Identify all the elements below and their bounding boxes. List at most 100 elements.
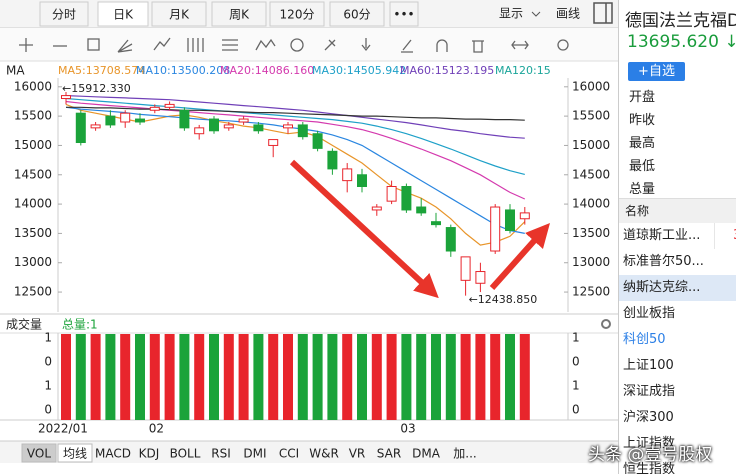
volume-bar — [475, 334, 486, 420]
row-value: 3 — [714, 223, 736, 249]
tab[interactable] — [329, 1, 385, 27]
panel-toggle[interactable] — [593, 2, 613, 24]
indicator-tab[interactable] — [344, 444, 370, 462]
y-tick-label-right: 13500 — [572, 226, 610, 240]
volume-bar — [135, 334, 145, 420]
tab[interactable] — [151, 1, 207, 27]
indicator-tab[interactable] — [446, 444, 484, 462]
index-row[interactable]: 上证指数 — [619, 431, 736, 458]
candle-body — [268, 139, 279, 146]
indicator-tab[interactable] — [372, 444, 406, 462]
tab-label: 日K — [113, 8, 134, 22]
indicator-tab-label: MACD — [95, 447, 131, 461]
indicator-tab-label: 均线 — [63, 447, 87, 461]
ma-legend: MA20:14086.160 — [220, 64, 314, 77]
tab[interactable] — [269, 1, 325, 27]
tab-label: 月K — [169, 8, 190, 22]
indicator-tab[interactable] — [238, 444, 272, 462]
indicator-tab-label: DMI — [243, 447, 266, 461]
volume-bar — [179, 334, 190, 420]
volume-total: 总量:1 — [62, 318, 98, 332]
index-row[interactable]: 道琼斯工业...3 — [619, 223, 736, 250]
volume-tick-label-right: 0 — [572, 403, 580, 417]
candle-body — [490, 206, 501, 252]
volume-bar — [164, 334, 175, 420]
volume-bar — [431, 334, 441, 420]
candle-body — [416, 206, 427, 214]
index-row[interactable]: 沪深300 — [619, 405, 736, 432]
candle-body — [371, 206, 382, 211]
volume-tick-label: 0 — [44, 403, 52, 417]
ma-legend: MA60:15123.195 — [400, 64, 494, 77]
candle-body — [105, 115, 116, 126]
candle-body — [164, 103, 175, 108]
indicator-tab[interactable] — [57, 443, 93, 463]
index-row[interactable]: 创业板指 — [619, 301, 736, 328]
candle-body — [431, 221, 441, 226]
y-tick-label-right: 16000 — [572, 79, 610, 93]
tab[interactable] — [211, 1, 267, 27]
volume-label: 成交量 — [6, 317, 42, 332]
tab-label: 分时 — [52, 8, 76, 22]
ma-line — [66, 106, 525, 121]
volume-tick-label: 1 — [44, 379, 52, 393]
volume-bar — [490, 334, 501, 420]
y-tick-label: 13000 — [14, 255, 52, 269]
volume-tick-label-right: 1 — [572, 331, 580, 345]
indicator-tab[interactable] — [21, 443, 57, 463]
quote-field: 开盘 — [629, 90, 656, 105]
index-row[interactable]: 恒生指数 — [619, 457, 736, 474]
ma-legend: MA30:14505.942 — [312, 64, 406, 77]
index-row[interactable]: 上证100 — [619, 353, 736, 380]
volume-bar — [90, 334, 101, 420]
tab[interactable] — [97, 1, 149, 27]
y-tick-label-right: 15500 — [572, 109, 610, 123]
indicator-tab-label: CCI — [279, 447, 299, 461]
indicator-tab[interactable] — [274, 444, 304, 462]
candle-body — [460, 256, 471, 281]
volume-bar — [283, 334, 293, 420]
index-row[interactable]: 纳斯达克综... — [619, 275, 736, 302]
chart-area: 显示 画线 MA 成交量 总量:1 MA5:13708.574MA10:1350… — [0, 0, 618, 463]
indicator-tab[interactable] — [134, 444, 164, 462]
tab[interactable] — [39, 1, 89, 27]
display-button[interactable]: 显示 — [499, 7, 523, 21]
quote-field: 昨收 — [629, 113, 656, 128]
x-tick-label: 02 — [149, 422, 164, 436]
y-tick-label-right: 15000 — [572, 138, 610, 152]
index-row[interactable]: 科创50 — [619, 327, 736, 354]
candle-body — [357, 174, 367, 187]
volume-bar — [194, 334, 205, 420]
indicator-tab[interactable] — [408, 444, 444, 462]
tab[interactable] — [389, 1, 419, 27]
candle-body — [505, 209, 515, 231]
ma-legend: MA10:13500.208 — [136, 64, 230, 77]
index-row[interactable]: 深证成指 — [619, 379, 736, 406]
indicator-tab-label: BOLL — [170, 447, 201, 461]
draw-button[interactable]: 画线 — [556, 7, 580, 21]
volume-bar — [253, 334, 264, 420]
instrument-title: 德国法兰克福D — [625, 11, 736, 31]
y-tick-label: 14500 — [14, 167, 52, 181]
indicator-tab[interactable] — [206, 444, 236, 462]
candle-body — [401, 185, 412, 211]
indicator-tab[interactable] — [166, 444, 204, 462]
indicator-tab[interactable] — [94, 444, 132, 462]
up-arrow — [489, 223, 550, 290]
indicator-tab[interactable] — [306, 444, 342, 462]
candle-body — [475, 271, 486, 284]
ma-legend: MA5:13708.574 — [58, 64, 145, 77]
y-tick-label: 14000 — [14, 197, 52, 211]
settings-icon[interactable] — [601, 319, 611, 329]
ma-line — [65, 95, 525, 139]
indicator-tab-label: KDJ — [139, 447, 160, 461]
volume-bar — [268, 334, 279, 420]
list-header: 名称 — [619, 198, 736, 224]
volume-bar — [75, 334, 86, 420]
volume-bar — [223, 334, 234, 420]
index-row[interactable]: 标准普尔50... — [619, 249, 736, 276]
add-watch-button[interactable]: +自选 — [628, 62, 685, 81]
volume-bar — [327, 334, 338, 420]
volume-bar — [445, 334, 456, 420]
